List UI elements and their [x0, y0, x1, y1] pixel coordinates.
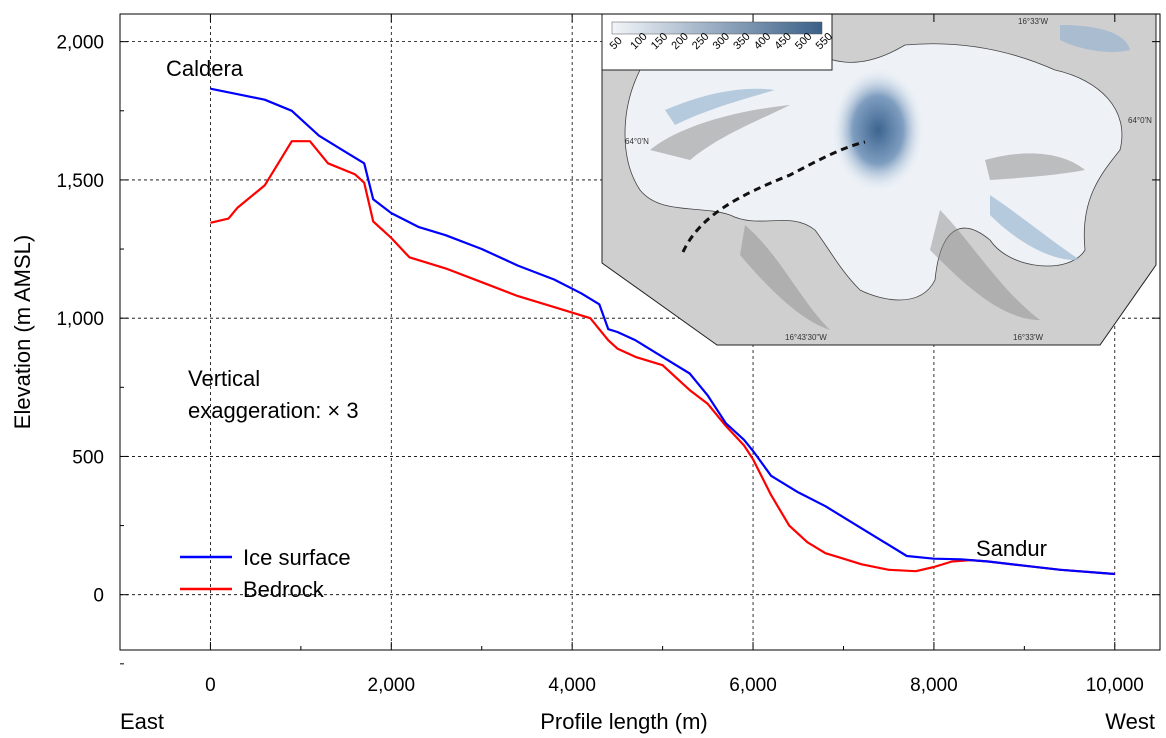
inset-map-profile-line [681, 140, 866, 253]
tick-labels: 0 2,000 4,000 6,000 8,000 10,000 0 500 1,000 1,50… [56, 33, 1143, 696]
x-tick-label: 0 [205, 675, 216, 696]
legend: Ice surface Bedrock [180, 545, 351, 602]
inset-map: 50 100 150 200 250 300 350 400 450 500 550 16°33'W… [601, 13, 1157, 346]
x-axis-west-label: West [1105, 709, 1155, 734]
legend-label-ice-surface: Ice surface [243, 545, 351, 570]
y-tick-label: 1,000 [56, 309, 104, 330]
y-tick-label: 1,500 [56, 171, 104, 192]
x-tick-label: 6,000 [729, 675, 777, 696]
x-tick-label: 2,000 [368, 675, 416, 696]
x-axis-east-label: East [120, 709, 164, 734]
sandur-label: Sandur [976, 536, 1047, 561]
series-layer [210, 87, 1115, 576]
x-tick-label: 8,000 [910, 675, 958, 696]
x-axis-title: Profile length (m) [540, 709, 708, 734]
plot-frame [119, 13, 1161, 651]
inset-map-ridge [650, 105, 790, 160]
y-tick-label: 2,000 [56, 33, 104, 54]
legend-label-bedrock: Bedrock [243, 577, 325, 602]
exaggeration-label-line1: Vertical [188, 366, 260, 391]
map-coord-label: 64°0'N [1128, 116, 1152, 125]
inset-map-outlet-tongue [990, 195, 1080, 261]
y-tick-label: 500 [72, 447, 104, 468]
inset-map-ridge [740, 225, 830, 330]
map-coord-label: 16°43'30"W [785, 333, 827, 342]
series-line-bedrock [210, 140, 1115, 576]
inset-map-outlet-tongue [665, 88, 775, 125]
x-tick-label: 10,000 [1086, 675, 1144, 696]
inset-map-outlet-tongue [1060, 25, 1130, 52]
inset-map-ridge [930, 210, 1040, 320]
y-tick-label: 0 [93, 586, 104, 607]
map-coord-label: 64°0'N [625, 137, 649, 146]
map-coord-label: 16°33'W [1018, 17, 1049, 26]
x-tick-label: 4,000 [548, 675, 596, 696]
caldera-label: Caldera [166, 56, 244, 81]
exaggeration-label-line2: exaggeration: × 3 [188, 398, 359, 423]
axis-ticks [119, 14, 1160, 665]
inset-map-ridge [985, 153, 1085, 180]
series-line-ice-surface [210, 87, 1115, 576]
y-axis-title: Elevation (m AMSL) [10, 235, 35, 429]
map-coord-label: 16°33'W [1013, 333, 1044, 342]
inset-map-ice-thickness-max [832, 68, 924, 192]
colorbar [611, 21, 823, 35]
